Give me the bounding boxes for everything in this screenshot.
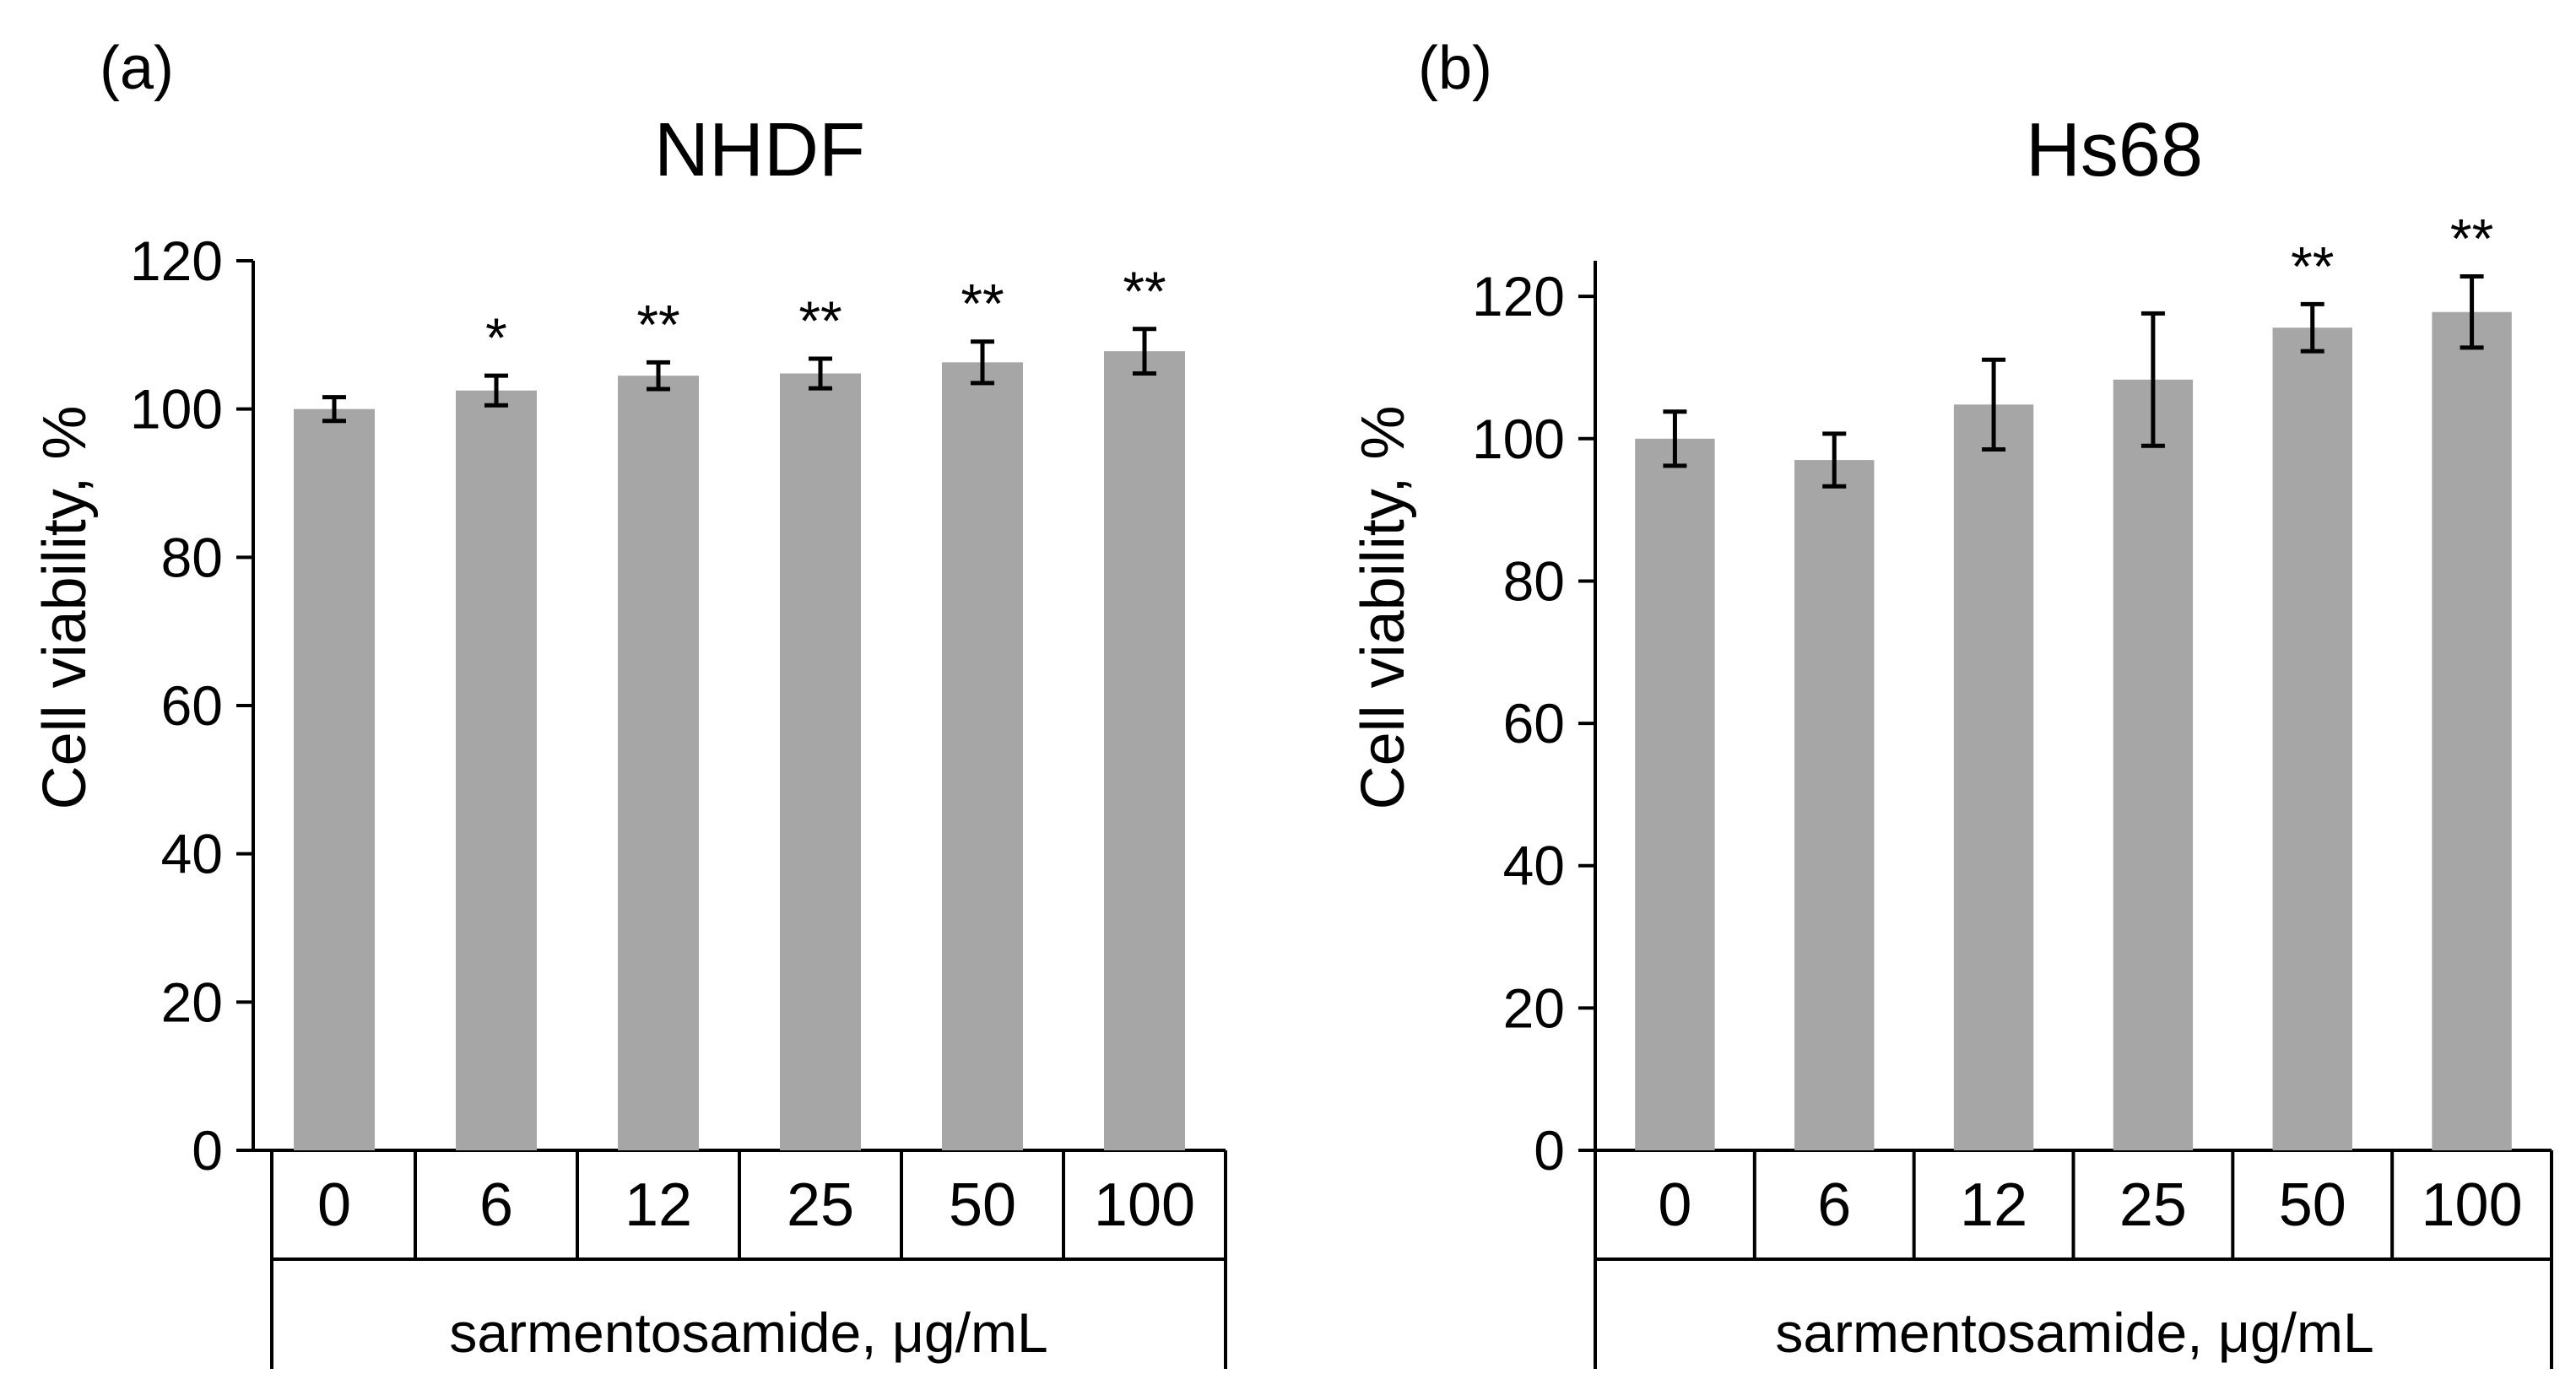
panel-a-bar	[1104, 351, 1185, 1150]
panel-a-title: NHDF	[654, 108, 865, 192]
panel-b-bar	[2432, 311, 2512, 1150]
panel-a-y-tick-label: 40	[161, 823, 223, 885]
panel-b-y-tick-label: 20	[1503, 976, 1565, 1039]
panel-a-significance-label: **	[636, 293, 679, 355]
panel-b-y-tick-label: 40	[1503, 835, 1565, 897]
panel-a-bar	[456, 390, 537, 1150]
panel-a-significance-label: *	[485, 306, 507, 369]
panel-a-x-axis-label: sarmentosamide, μg/mL	[449, 1301, 1047, 1364]
panel-b-bar	[2113, 379, 2194, 1150]
panel-b-label: (b)	[1418, 35, 1492, 102]
panel-a-x-tick-label: 50	[949, 1171, 1016, 1239]
panel-b-x-tick-label: 0	[1658, 1171, 1691, 1239]
panel-b-y-axis-label: Cell viability, %	[1350, 406, 1417, 810]
panel-b-x-tick-label: 6	[1817, 1171, 1851, 1239]
panel-a-y-tick-label: 120	[130, 230, 223, 292]
panel-a-y-axis-label: Cell viability, %	[31, 406, 99, 810]
panel-a-bar	[618, 376, 699, 1150]
panel-b-bar	[2272, 327, 2352, 1150]
panel-a-x-tick-label: 6	[479, 1171, 513, 1239]
panel-b-x-tick-label: 25	[2119, 1171, 2187, 1239]
panel-b-y-tick-label: 0	[1534, 1119, 1565, 1182]
panel-a-x-tick-label: 0	[317, 1171, 351, 1239]
panel-b-y-tick-label: 100	[1472, 408, 1565, 470]
panel-a-y-tick-label: 100	[130, 378, 223, 441]
panel-a-y-tick-label: 60	[161, 674, 223, 737]
panel-b-x-tick-label: 12	[1960, 1171, 2027, 1239]
panel-b-y-tick-label: 80	[1503, 549, 1565, 612]
panel-a-y-tick-label: 20	[161, 971, 223, 1033]
panel-a-significance-label: **	[798, 289, 842, 352]
panel-a-significance-label: **	[1123, 260, 1166, 322]
panel-b-x-tick-label: 50	[2279, 1171, 2346, 1239]
panel-b-bar	[1635, 438, 1715, 1150]
panel-b-title: Hs68	[2026, 108, 2203, 192]
panel-b-bar	[1953, 404, 2034, 1150]
panel-a-significance-label: **	[961, 273, 1004, 335]
panel-b-hs68: (b) Hs68 Cell viability, % sarmentosamid…	[1350, 35, 2553, 1369]
panel-b-y-tick-label: 120	[1472, 265, 1565, 327]
panel-a-label: (a)	[100, 35, 174, 102]
panel-b-x-tick-label: 100	[2422, 1171, 2523, 1239]
panel-a-x-tick-label: 100	[1094, 1171, 1195, 1239]
panel-a-y-tick-label: 80	[161, 526, 223, 588]
panel-a-bar	[942, 362, 1023, 1150]
panel-a-x-tick-label: 12	[625, 1171, 692, 1239]
panel-a-bar	[294, 408, 375, 1151]
panel-b-bar	[1794, 460, 1875, 1150]
panel-a-nhdf: (a) NHDF Cell viability, % sarmentosamid…	[31, 35, 1227, 1369]
panel-b-x-axis-label: sarmentosamide, μg/mL	[1775, 1301, 2373, 1364]
panel-b-significance-label: **	[2450, 208, 2493, 270]
panel-b-y-tick-label: 60	[1503, 692, 1565, 754]
panel-a-y-tick-label: 0	[192, 1119, 223, 1182]
panel-a-x-tick-label: 25	[787, 1171, 854, 1239]
panel-b-significance-label: **	[2291, 235, 2334, 297]
panel-a-bar	[780, 373, 861, 1150]
